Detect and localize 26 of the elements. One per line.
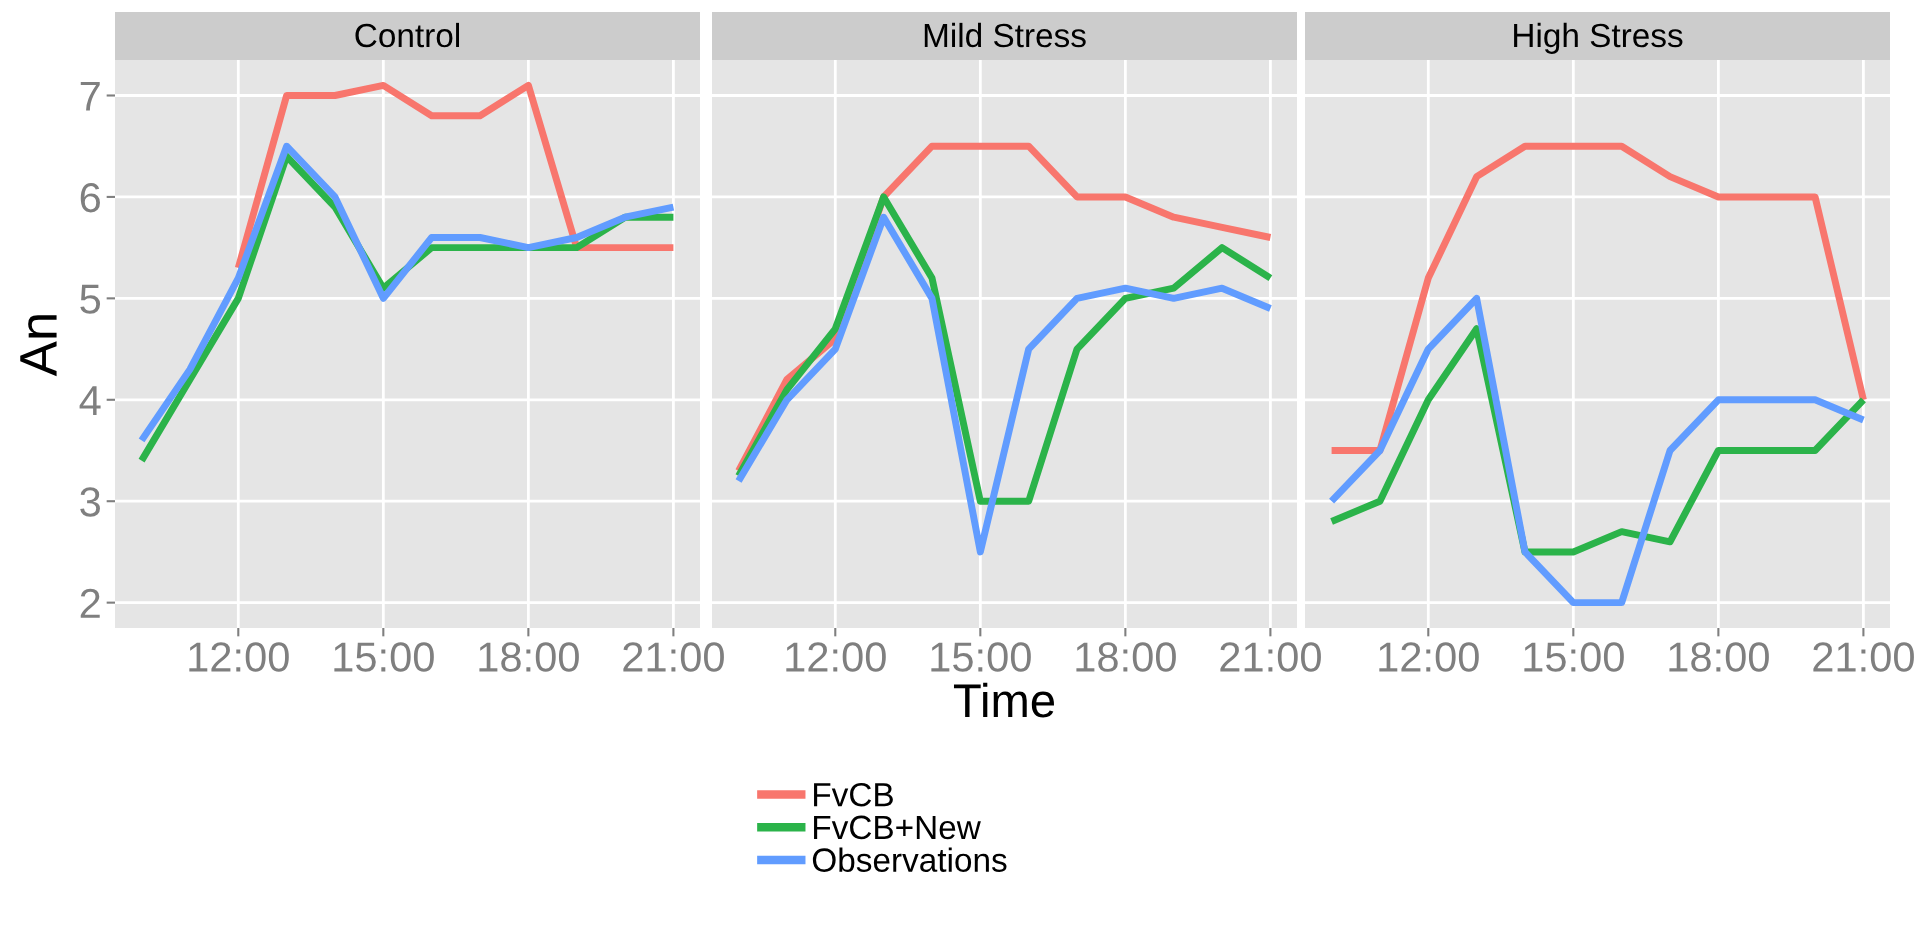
x-tick-label: 15:00 [931, 642, 1031, 672]
x-axis-title: Time [953, 682, 1054, 718]
legend-label: Observations [812, 847, 1007, 872]
chart-title: Mild Stress [924, 22, 1086, 48]
x-tick-label: 12:00 [189, 642, 289, 672]
x-tick-label: 12:00 [1379, 642, 1479, 672]
x-tick-label: 12:00 [786, 642, 886, 672]
x-tick-label: 21:00 [623, 642, 724, 672]
x-tick-label: 15:00 [1524, 642, 1624, 672]
x-tick-label: 18:00 [1076, 642, 1176, 672]
x-tick-label: 15:00 [334, 642, 434, 672]
chart-title: High Stress [1514, 22, 1683, 54]
y-tick-label: 3 [80, 487, 100, 517]
x-tick-label: 21:00 [1220, 642, 1321, 672]
y-tick-label: 6 [80, 182, 100, 213]
y-tick-label: 5 [80, 284, 101, 314]
y-tick-label: 2 [80, 588, 100, 618]
legend-label: FvCB+New [814, 815, 981, 840]
x-tick-label: 18:00 [479, 642, 579, 672]
legend-label: FvCB [814, 782, 893, 807]
x-tick-label: 21:00 [1813, 642, 1914, 672]
y-tick-label: 7 [80, 81, 100, 111]
y-tick-label: 4 [79, 386, 101, 415]
y-axis-title: An [20, 315, 57, 377]
chart-title: Control [355, 22, 459, 48]
x-tick-label: 18:00 [1669, 642, 1769, 672]
